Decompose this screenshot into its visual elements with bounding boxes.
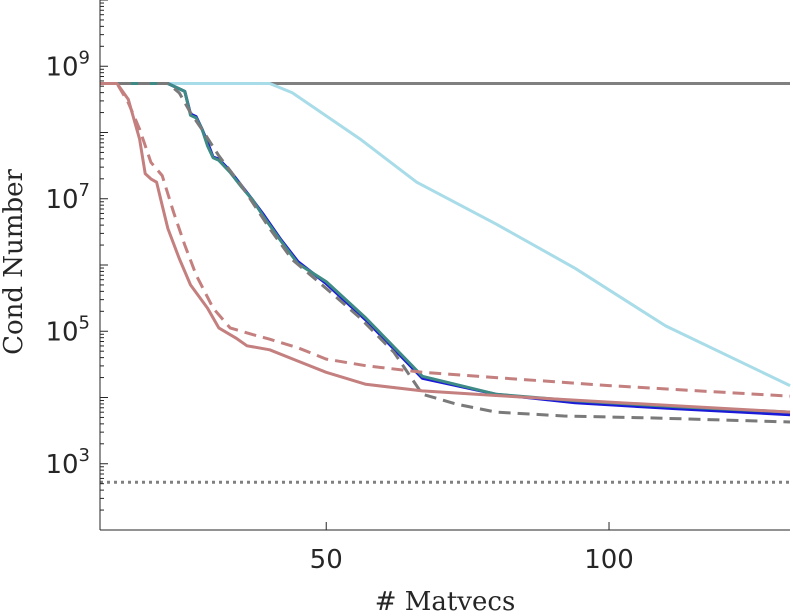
series-line-rose-solid	[100, 82, 791, 414]
series-line-gray-dashed	[100, 82, 791, 424]
x-tick-label: 50	[310, 545, 343, 575]
y-axis-title: Cond Number	[0, 169, 29, 355]
y-tick-label: 103	[45, 445, 90, 480]
series-layer	[100, 82, 791, 484]
ticks-layer: 103 105 107 109 50 100	[45, 0, 634, 575]
series-line-rose-dashed	[100, 82, 791, 398]
y-tick-label: 109	[45, 47, 90, 82]
y-tick-label: 107	[45, 180, 90, 215]
x-axis-title: # Matvecs	[375, 587, 516, 616]
series-line-light-blue	[100, 82, 791, 387]
y-tick-label: 105	[45, 312, 90, 347]
series-line-teal	[100, 82, 791, 414]
plot-background	[100, 0, 790, 530]
x-tick-label: 100	[584, 545, 634, 575]
